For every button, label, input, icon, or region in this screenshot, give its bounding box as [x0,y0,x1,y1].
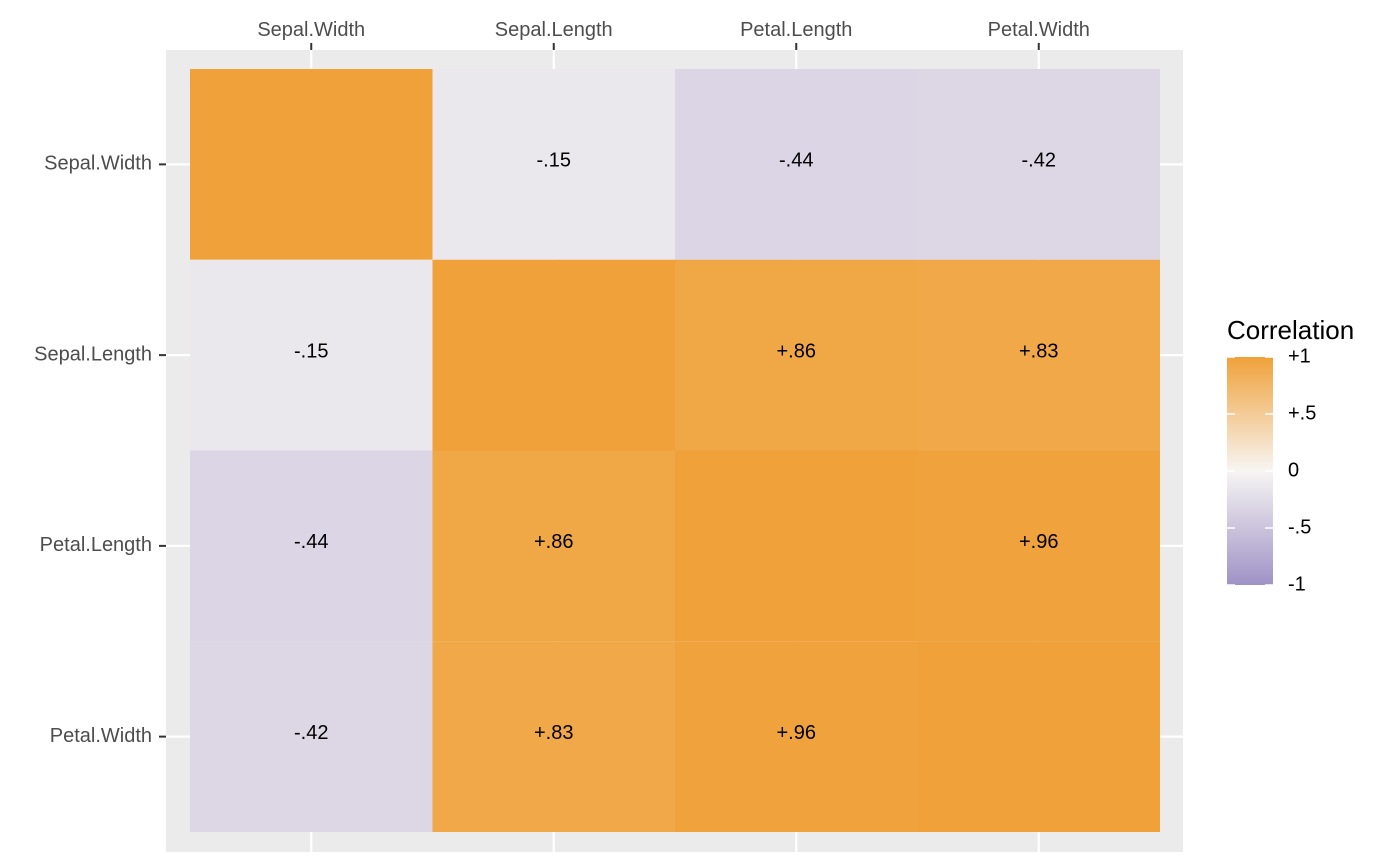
cell-value-label: -.15 [294,340,328,362]
cell-value-label: +.83 [1019,340,1058,362]
cell-value-label: -.42 [1022,150,1056,172]
legend-break-label: -1 [1288,573,1306,595]
cell-value-label: -.42 [294,722,328,744]
y-axis-tick-label: Petal.Width [50,725,152,747]
legend-title: Correlation [1227,315,1354,345]
cell-value-label: +.96 [1019,531,1058,553]
heat-cell [675,69,918,260]
x-axis-tick-label: Sepal.Width [257,19,365,41]
heat-cell [190,641,433,832]
heat-cell [432,69,675,260]
cell-value-label: -.44 [779,150,813,172]
legend-ticks: +1 +.5 0 -.5 -1 [1227,345,1316,595]
x-axis-tick-label: Petal.Length [740,19,852,41]
heat-cell [190,69,433,260]
x-axis-top: Sepal.Width Sepal.Length Petal.Length Petal… [257,19,1090,50]
cell-value-label: +.96 [777,722,816,744]
y-axis-tick-label: Petal.Length [40,534,152,556]
heat-cell [190,450,433,642]
heat-cell [432,641,675,832]
heat-cells [190,69,1160,832]
legend: Correlation +1 +.5 0 -.5 -1 [1227,315,1354,595]
cell-labels: -.15 -.44 -.42 -.15 +.86 +.83 -.44 +.86 +.96 -.42… [294,150,1058,744]
cell-value-label: -.15 [537,150,571,172]
legend-break-label: 0 [1288,459,1299,481]
heat-cell [432,259,675,451]
x-axis-tick-label: Sepal.Length [495,19,613,41]
legend-break-label: -.5 [1288,516,1311,538]
cell-value-label: +.86 [534,531,573,553]
heat-cell [675,450,918,642]
heat-cell [917,259,1160,451]
cell-value-label: -.44 [294,531,328,553]
heat-cell [190,259,433,451]
heat-cell [917,641,1160,832]
y-axis-tick-label: Sepal.Length [34,343,152,365]
heat-cell [675,259,918,451]
x-axis-tick-label: Petal.Width [988,19,1090,41]
y-axis-tick-label: Sepal.Width [44,153,152,175]
cell-value-label: +.83 [534,722,573,744]
heat-cell [917,69,1160,260]
heat-cell [675,641,918,832]
heat-cell [917,450,1160,642]
legend-break-label: +.5 [1288,402,1316,424]
heat-cell [432,450,675,642]
legend-break-label: +1 [1288,345,1311,367]
y-axis-left: Sepal.Width Sepal.Length Petal.Length Petal… [34,153,166,747]
cell-value-label: +.86 [777,340,816,362]
